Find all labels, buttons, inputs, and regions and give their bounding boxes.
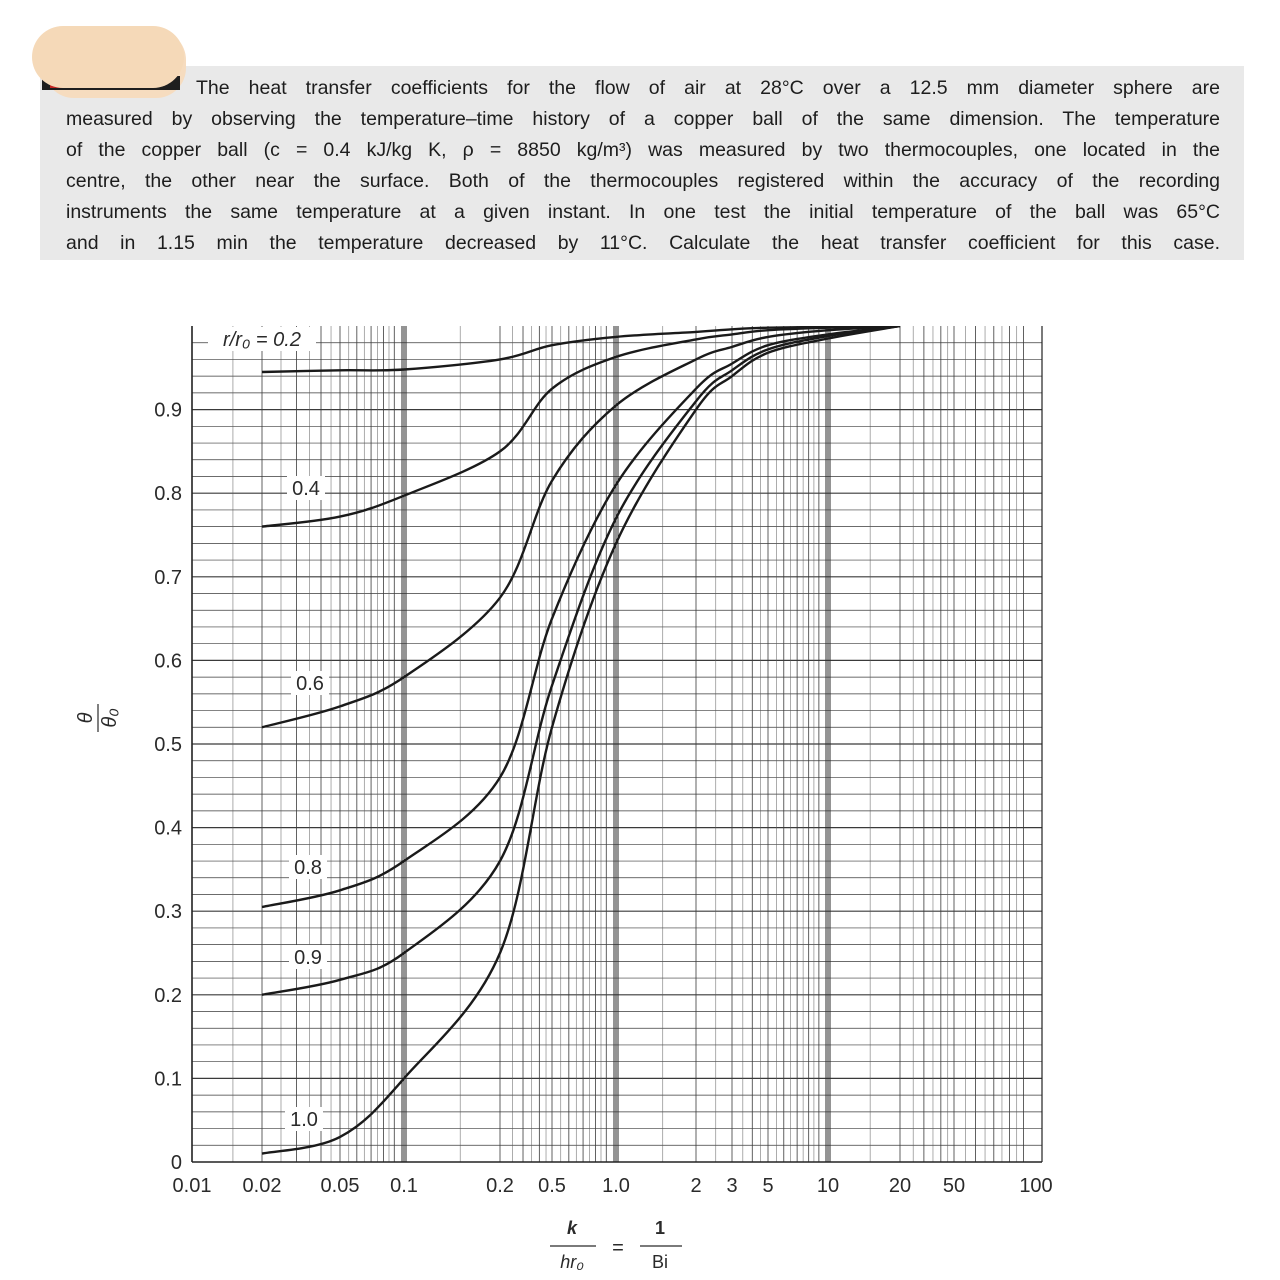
x-label-lhs-denominator: hr₀ — [560, 1252, 584, 1272]
y-tick-label: 0.1 — [154, 1068, 182, 1090]
series-label-bg — [289, 945, 327, 969]
series-line-1-0 — [261, 326, 901, 1155]
x-tick-label: 0.01 — [173, 1175, 212, 1197]
chart-grid — [191, 326, 1043, 1163]
chart-curves — [261, 326, 901, 1155]
series-label-0-6: 0.6 — [296, 673, 324, 695]
series-label-0-2: r/r₀ = 0.2 — [223, 329, 301, 351]
redaction-blob — [32, 26, 184, 88]
series-label-bg — [208, 327, 316, 351]
y-label-denominator: θ₀ — [99, 708, 121, 727]
x-tick-label: 0.1 — [390, 1175, 418, 1197]
y-tick-label: 0 — [171, 1152, 182, 1174]
series-line-0-9 — [261, 326, 901, 996]
problem-line-5: instruments the same temperature at a gi… — [66, 201, 1220, 223]
x-label-lhs-numerator: k — [567, 1218, 578, 1238]
chart-labels: 0 0.1 0.2 0.3 0.4 0.5 0.6 0.7 0.8 0.9 0.01 0.02 0.05… — [75, 327, 1053, 1272]
problem-line-1: The heat transfer coefficients for the f… — [196, 77, 1220, 99]
series-label-0-8: 0.8 — [294, 857, 322, 879]
x-label-rhs-denominator: Bi — [652, 1252, 668, 1272]
series-label-0-4: 0.4 — [292, 478, 320, 500]
x-tick-label: 0.5 — [538, 1175, 566, 1197]
series-label-bg — [287, 476, 325, 500]
problem-line-3: of the copper ball (c = 0.4 kJ/kg K, ρ =… — [66, 139, 1220, 161]
x-tick-label: 1.0 — [602, 1175, 630, 1197]
series-line-0-4 — [261, 326, 901, 528]
x-tick-label: 50 — [943, 1175, 965, 1197]
x-tick-label: 0.02 — [243, 1175, 282, 1197]
y-tick-label: 0.6 — [154, 650, 182, 672]
y-tick-label: 0.8 — [154, 483, 182, 505]
x-tick-label: 0.05 — [321, 1175, 360, 1197]
problem-statement — [40, 66, 1244, 260]
y-tick-label: 0.2 — [154, 985, 182, 1007]
y-tick-label: 0.4 — [154, 818, 182, 840]
x-tick-label: 20 — [889, 1175, 911, 1197]
series-label-bg — [291, 671, 329, 695]
y-label-numerator: θ — [75, 712, 97, 723]
x-tick-label: 2 — [690, 1175, 701, 1197]
y-tick-label: 0.5 — [154, 734, 182, 756]
series-label-1-0: 1.0 — [290, 1109, 318, 1131]
x-tick-label: 3 — [726, 1175, 737, 1197]
x-label-rhs-numerator: 1 — [655, 1218, 665, 1238]
problem-line-4: centre, the other near the surface. Both… — [66, 170, 1220, 192]
problem-line-6: and in 1.15 min the temperature decrease… — [66, 232, 1220, 254]
series-label-bg — [285, 1107, 323, 1131]
series-line-0-6 — [261, 326, 901, 729]
y-axis-label: θ θ₀ — [75, 704, 121, 732]
series-label-bg — [289, 855, 327, 879]
series-label-0-9: 0.9 — [294, 947, 322, 969]
y-tick-label: 0.7 — [154, 567, 182, 589]
x-label-equals: = — [612, 1237, 624, 1259]
series-line-0-2 — [261, 326, 901, 374]
x-tick-label: 5 — [762, 1175, 773, 1197]
y-tick-label: 0.9 — [154, 400, 182, 422]
y-tick-label: 0.3 — [154, 901, 182, 923]
series-line-0-8 — [261, 326, 901, 909]
x-tick-label: 100 — [1019, 1175, 1052, 1197]
x-tick-label: 0.2 — [486, 1175, 514, 1197]
series-group — [261, 326, 901, 1155]
problem-line-2: measured by observing the temperature–ti… — [66, 108, 1220, 130]
x-tick-label: 10 — [817, 1175, 839, 1197]
